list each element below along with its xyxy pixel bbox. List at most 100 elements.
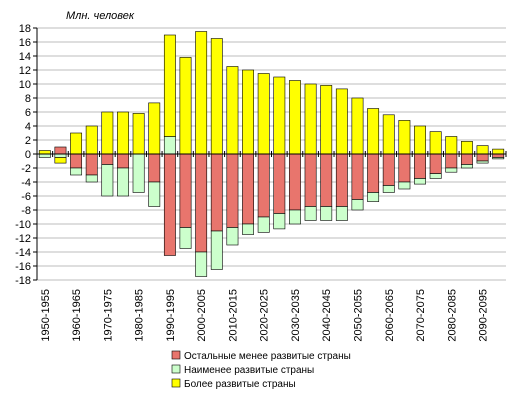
legend-label: Остальные менее развитые страны — [184, 351, 351, 362]
bar-1990-1995-series-1 — [163, 136, 176, 155]
bar-1970-1975-series-2 — [101, 111, 114, 155]
bar-1985-1990-series-0 — [148, 153, 161, 183]
y-tick-label: 2 — [25, 135, 31, 147]
bar-2090-2095-series-2 — [476, 145, 489, 155]
x-tick-label: 2010-2015 — [227, 289, 239, 342]
y-tick-labels: 18 16 14 12 10 8 6 4 2 0 -2 -4 -6 -8 -10 -12 -14 -16 -18 — [15, 23, 31, 287]
legend-swatch — [171, 364, 181, 374]
x-tick-label: 2070-2075 — [415, 289, 427, 342]
y-tick-label: 14 — [19, 51, 31, 63]
x-tick-label: 2060-2065 — [384, 289, 396, 342]
bar-2010-2015-series-1 — [226, 227, 239, 246]
y-tick-label: 10 — [19, 79, 31, 91]
y-tick-label: 18 — [19, 23, 31, 35]
bar-2075-2080-series-2 — [429, 131, 442, 155]
x-tick-label: 2080-2085 — [446, 289, 458, 342]
bar-2020-2025-series-2 — [257, 73, 270, 155]
bar-2090-2095-series-0 — [476, 153, 489, 162]
bar-1955-1960-series-1 — [54, 153, 67, 158]
y-tick-label: 6 — [25, 107, 31, 119]
bar-1975-1980-series-2 — [117, 111, 129, 155]
legend-swatch — [171, 378, 181, 388]
y-tick-label: -2 — [21, 163, 31, 175]
bar-2000-2005-series-0 — [195, 153, 208, 253]
bar-2025-2030-series-2 — [273, 76, 286, 155]
bar-2070-2075-series-2 — [414, 125, 426, 155]
bar-2005-2010-series-1 — [210, 230, 223, 270]
x-tick-labels: 1950-1955 1960-1965 1970-1975 1980-1985 1990… — [40, 289, 490, 342]
bar-2060-2065-series-1 — [382, 185, 395, 193]
y-axis-label: Млн. человек — [66, 10, 135, 22]
bar-1965-1970-series-1 — [85, 174, 98, 183]
bar-1975-1980-series-1 — [117, 167, 129, 197]
bar-1960-1965-series-1 — [70, 167, 83, 176]
bar-2000-2005-series-1 — [195, 251, 208, 277]
bar-1990-1995-series-2 — [163, 34, 176, 137]
x-tick-label: 1970-1975 — [102, 289, 114, 342]
x-tick-label: 1980-1985 — [134, 289, 146, 342]
bar-1995-2000-series-2 — [179, 57, 192, 155]
bar-2050-2055-series-0 — [351, 153, 364, 200]
bar-2045-2050-series-2 — [335, 88, 348, 155]
bar-2020-2025-series-0 — [257, 153, 270, 218]
y-tick-label: -14 — [15, 247, 31, 259]
bar-2095-2100-series-1 — [492, 157, 505, 160]
bar-2070-2075-series-1 — [414, 178, 426, 185]
bar-2030-2035-series-1 — [289, 209, 301, 225]
bar-2030-2035-series-0 — [289, 153, 301, 211]
x-tick-label: 2050-2055 — [352, 289, 364, 342]
bar-2070-2075-series-0 — [414, 153, 426, 179]
bar-2040-2045-series-2 — [320, 85, 333, 155]
y-tick-label: -4 — [21, 177, 31, 189]
bar-1995-2000-series-0 — [179, 153, 192, 228]
bar-2025-2030-series-0 — [273, 153, 286, 214]
bar-2065-2070-series-0 — [398, 153, 411, 183]
y-tick-label: -6 — [21, 191, 31, 203]
y-tick-label: -16 — [15, 261, 31, 273]
bar-2045-2050-series-0 — [335, 153, 348, 207]
bar-2010-2015-series-0 — [226, 153, 239, 228]
bar-1960-1965-series-2 — [70, 132, 83, 155]
bar-2080-2085-series-2 — [445, 136, 458, 155]
bar-1950-1955-series-1 — [38, 153, 51, 158]
bar-2065-2070-series-2 — [398, 120, 411, 155]
bar-1965-1970-series-0 — [85, 153, 98, 176]
axes-group — [33, 27, 507, 281]
bar-2080-2085-series-0 — [445, 153, 458, 169]
y-tick-label: -12 — [15, 233, 31, 245]
y-tick-label: 8 — [25, 93, 31, 105]
bar-2045-2050-series-1 — [335, 206, 348, 221]
bar-2015-2020-series-2 — [242, 69, 254, 155]
legend: Остальные менее развитые страны Наименее … — [171, 350, 351, 390]
bar-2075-2080-series-0 — [429, 153, 442, 174]
bar-2005-2010-series-2 — [210, 38, 223, 155]
bar-2020-2025-series-1 — [257, 216, 270, 233]
bar-2050-2055-series-1 — [351, 199, 364, 211]
bar-2050-2055-series-2 — [351, 97, 364, 155]
bar-2055-2060-series-0 — [367, 153, 380, 193]
legend-label: Наименее развитые страны — [184, 365, 314, 376]
bar-2090-2095-series-1 — [476, 160, 489, 164]
bar-2085-2090-series-1 — [460, 164, 473, 169]
y-tick-label: 12 — [19, 65, 31, 77]
bar-2035-2040-series-2 — [304, 83, 317, 155]
bar-1985-1990-series-2 — [148, 102, 161, 155]
bar-2085-2090-series-2 — [460, 141, 473, 155]
legend-label: Более развитые страны — [184, 379, 296, 390]
bar-1970-1975-series-0 — [101, 153, 114, 165]
bar-2055-2060-series-2 — [367, 108, 380, 155]
bar-1985-1990-series-1 — [148, 181, 161, 207]
y-tick-label: -8 — [21, 205, 31, 217]
x-tick-label: 1960-1965 — [71, 289, 83, 342]
bar-1970-1975-series-1 — [101, 164, 114, 197]
gridlines — [37, 27, 506, 281]
y-tick-label: -18 — [15, 275, 31, 287]
bar-2035-2040-series-1 — [304, 206, 317, 221]
bar-1955-1960-series-0 — [54, 146, 67, 155]
y-tick-label: 16 — [19, 37, 31, 49]
y-tick-label: 4 — [25, 121, 31, 133]
bar-2040-2045-series-1 — [320, 206, 333, 221]
x-tick-label: 2030-2035 — [290, 289, 302, 342]
bar-2010-2015-series-2 — [226, 66, 239, 155]
